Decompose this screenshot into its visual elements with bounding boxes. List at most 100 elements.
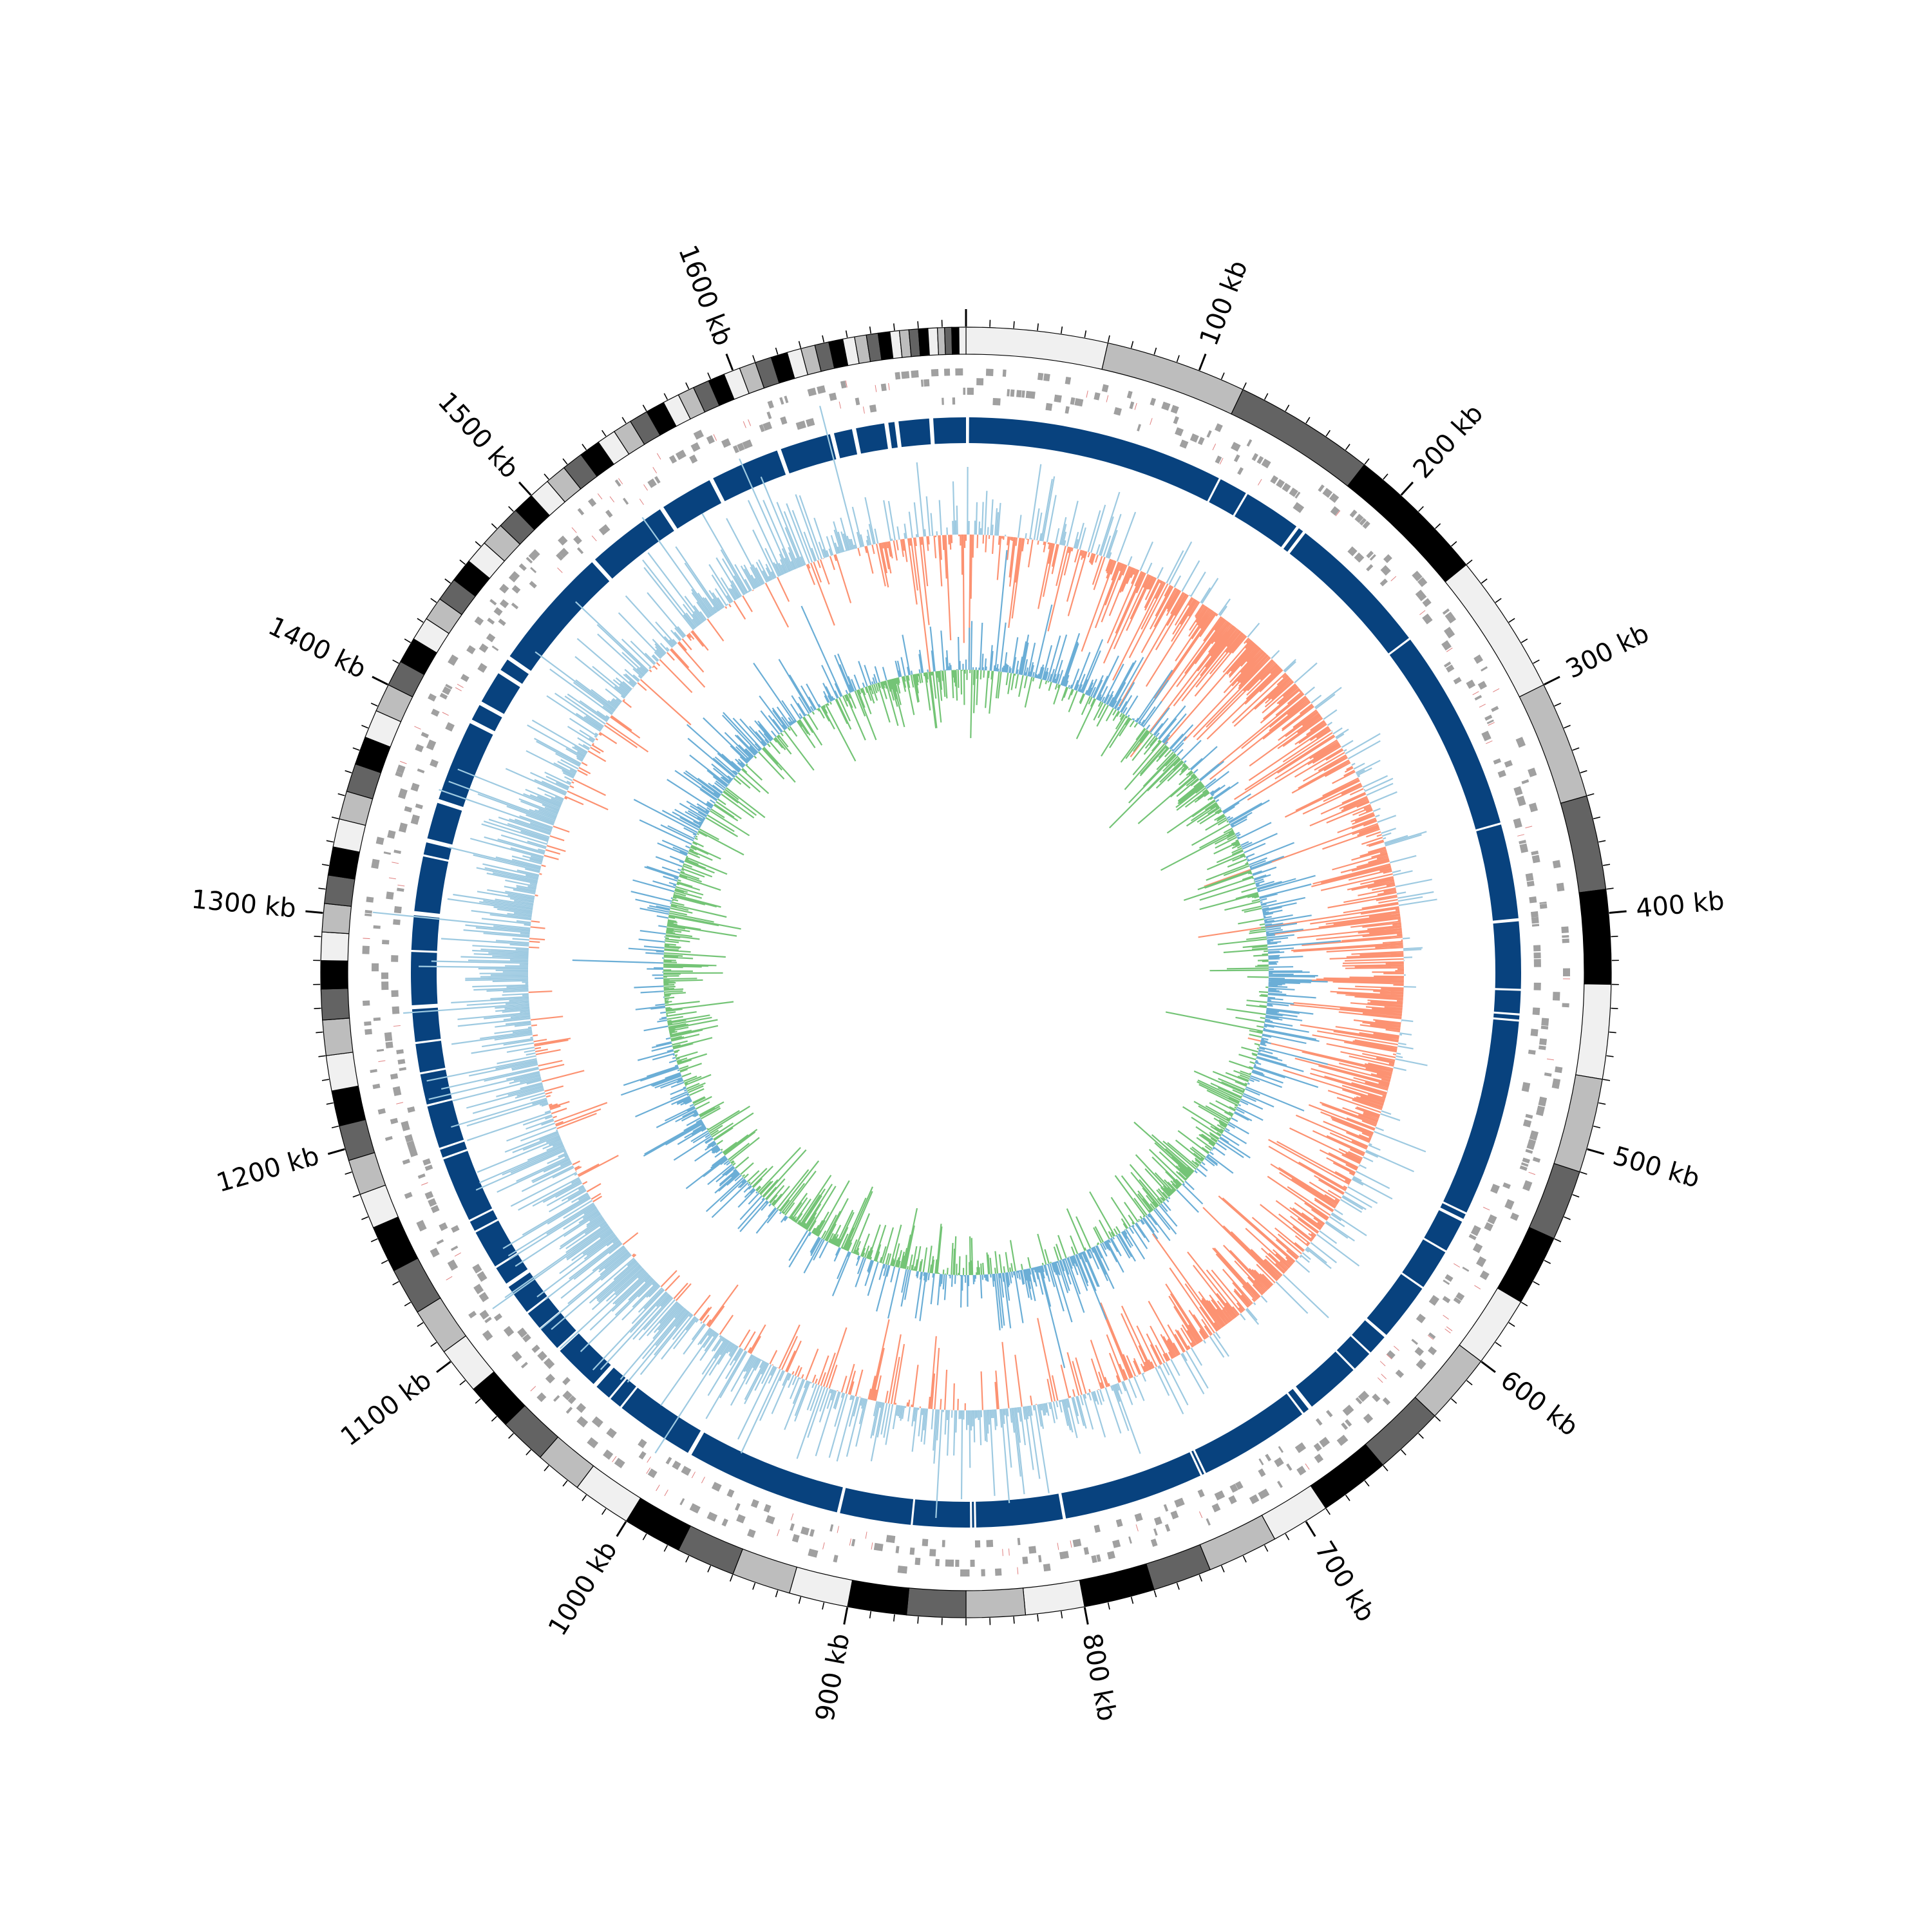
minor-tick [685, 1555, 690, 1563]
dark-segment-53 [594, 509, 674, 579]
minor-tick [1603, 864, 1611, 866]
minor-tick [1176, 355, 1180, 363]
dark-segment-20 [1191, 1450, 1204, 1475]
dark-segment-27 [621, 1387, 701, 1453]
track-positive [572, 550, 1341, 1368]
contig-block-7 [1578, 889, 1612, 985]
minor-tick [1466, 559, 1473, 565]
minor-tick [707, 372, 712, 380]
minor-tick [1435, 1416, 1441, 1422]
minor-tick [822, 335, 825, 343]
minor-tick [1107, 335, 1110, 343]
contig-block-0 [965, 327, 1109, 370]
dark-segment-52 [509, 562, 610, 671]
dark-segment-3 [1283, 528, 1303, 552]
minor-tick [459, 559, 466, 565]
dark-segment-33 [508, 1272, 547, 1312]
contig-block-10 [1528, 1162, 1580, 1239]
dark-segment-41 [415, 1041, 446, 1073]
minor-tick [1580, 770, 1587, 773]
minor-tick [845, 330, 848, 338]
tick-label-1500: 1500 kb [432, 386, 525, 484]
contig-block-47 [327, 846, 361, 880]
dark-segment-56 [781, 434, 837, 474]
minor-tick [1242, 382, 1247, 390]
minor-tick [1572, 1194, 1580, 1198]
minor-tick [1508, 1322, 1515, 1327]
contig-block-8 [1575, 983, 1612, 1080]
minor-tick [1107, 1602, 1110, 1610]
dark-segment-36 [469, 1210, 498, 1231]
minor-tick [1435, 523, 1441, 529]
minor-tick [1564, 1216, 1571, 1220]
minor-tick [430, 1341, 437, 1347]
minor-tick [508, 506, 514, 512]
tick-ring [305, 309, 1627, 1625]
dark-segment-59 [888, 422, 898, 449]
dark-segment-38 [440, 1141, 468, 1158]
minor-tick [1285, 1533, 1290, 1540]
contig-block-19 [1079, 1563, 1155, 1607]
major-tick [1587, 1148, 1605, 1155]
minor-tick [430, 598, 437, 603]
minor-tick [508, 1433, 514, 1439]
major-tick [372, 676, 388, 686]
dark-segment-31 [540, 1312, 576, 1349]
dark-segment-54 [663, 480, 722, 529]
minor-tick [404, 1302, 412, 1307]
contig-block-24 [789, 1566, 853, 1607]
dark-segment-5 [1389, 639, 1501, 829]
minor-tick [491, 523, 497, 529]
minor-tick [1345, 444, 1350, 451]
minor-tick [404, 638, 412, 643]
minor-tick [1060, 1611, 1063, 1619]
minor-tick [582, 1494, 587, 1501]
contig-block-20 [1022, 1579, 1085, 1616]
minor-tick [1466, 1379, 1473, 1386]
minor-tick [707, 1565, 712, 1573]
dark-segment-32 [527, 1298, 560, 1328]
dark-segment-29 [596, 1367, 626, 1398]
tick-label-600: 600 kb [1495, 1365, 1584, 1443]
minor-tick [352, 747, 360, 751]
minor-tick [314, 936, 321, 938]
tick-label-1300: 1300 kb [190, 885, 298, 924]
minor-tick [1520, 1302, 1528, 1307]
minor-tick [729, 1574, 734, 1582]
minor-tick [1609, 1031, 1616, 1034]
major-tick [1083, 1607, 1089, 1625]
minor-tick [370, 1238, 378, 1242]
minor-tick [562, 1480, 568, 1487]
minor-tick [893, 1614, 895, 1622]
minor-tick [1603, 1079, 1611, 1081]
contig-block-45 [321, 903, 352, 934]
minor-tick [663, 1545, 668, 1552]
dark-segment-26 [691, 1432, 843, 1513]
dark-segment-18 [1288, 1388, 1309, 1414]
minor-tick [1564, 724, 1571, 729]
minor-tick [1580, 1171, 1587, 1175]
dark-segment-16 [1336, 1336, 1370, 1369]
contig-block-17 [1199, 1515, 1276, 1571]
minor-tick [1401, 1449, 1406, 1455]
minor-tick [869, 1611, 872, 1619]
minor-tick [331, 1125, 339, 1129]
dark-segment-30 [560, 1333, 611, 1385]
minor-tick [1533, 1281, 1540, 1285]
minor-tick [417, 1322, 424, 1327]
minor-tick [381, 1260, 388, 1264]
minor-tick [869, 326, 872, 334]
dark-segment-10 [1443, 1019, 1519, 1213]
minor-tick [444, 578, 451, 584]
major-tick [1481, 1361, 1496, 1373]
contig-block-4 [1444, 564, 1544, 697]
dark-segment-22 [976, 1493, 1063, 1528]
dark-segment-0 [969, 417, 1219, 502]
contig-block-39 [331, 1085, 366, 1127]
minor-tick [1285, 404, 1290, 412]
tick-label-100: 100 kb [1194, 256, 1254, 350]
minor-tick [392, 1281, 399, 1285]
dark-segment-24 [913, 1499, 971, 1528]
major-tick [843, 1607, 849, 1625]
tick-label-1100: 1100 kb [336, 1365, 437, 1452]
